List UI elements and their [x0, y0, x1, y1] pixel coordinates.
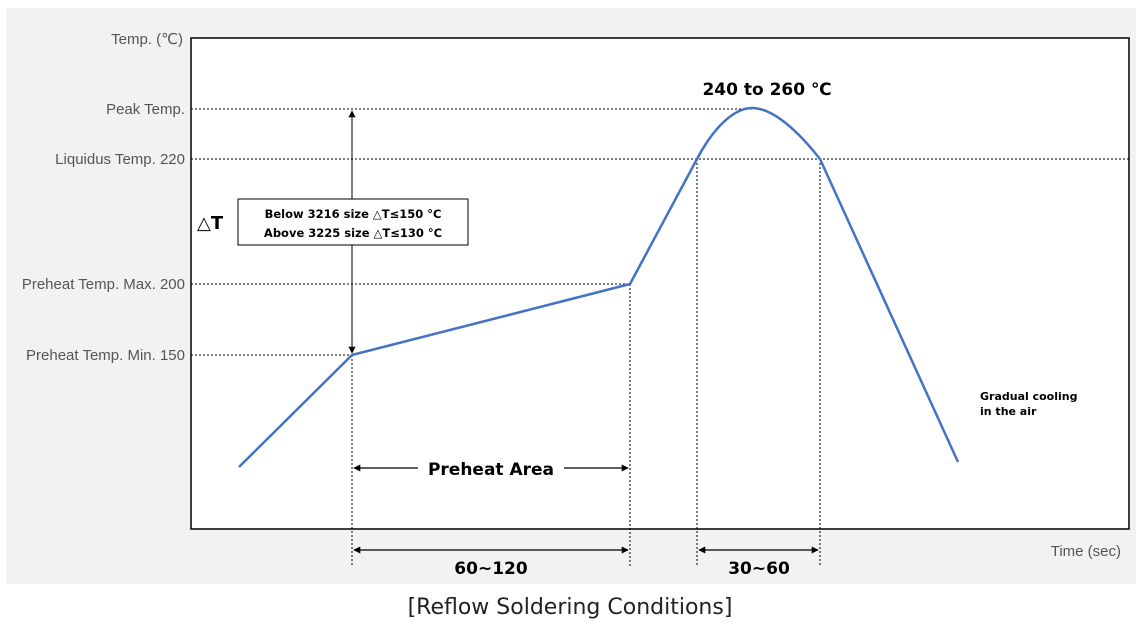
delta-t-line1: Below 3216 size △T≤150 °C: [265, 207, 442, 221]
peak-range-label: 240 to 260 ℃: [702, 80, 831, 100]
preheat-duration-label: 60~120: [454, 559, 528, 579]
peak-temp-label: Peak Temp.: [106, 101, 185, 118]
delta-t-symbol: △T: [197, 213, 224, 234]
preheat-area-label: Preheat Area: [428, 460, 554, 480]
preheat-min-label: Preheat Temp. Min. 150: [26, 347, 185, 364]
delta-t-line2: Above 3225 size △T≤130 °C: [264, 226, 442, 240]
figure-caption: [Reflow Soldering Conditions]: [408, 595, 733, 620]
delta-t-box: [237, 198, 469, 246]
x-axis-label: Time (sec): [1051, 543, 1121, 560]
temperature-profile-curve: [238, 106, 960, 468]
liquidus-temp-label: Liquidus Temp. 220: [55, 151, 185, 168]
liquidus-duration-label: 30~60: [728, 559, 790, 579]
cooling-note-line1: Gradual cooling: [980, 390, 1078, 403]
y-axis-label: Temp. (℃): [111, 31, 183, 48]
cooling-note-line2: in the air: [980, 405, 1037, 418]
preheat-max-label: Preheat Temp. Max. 200: [22, 276, 185, 293]
